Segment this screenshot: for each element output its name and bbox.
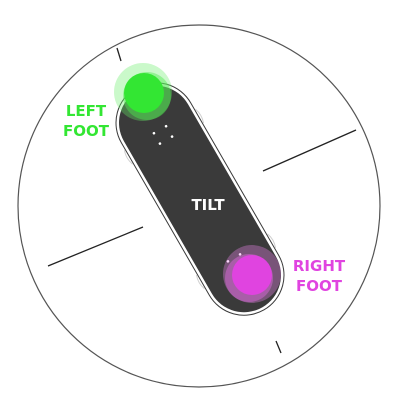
left-foot-target-icon[interactable] [114, 63, 172, 121]
guide-tick-top [116, 47, 122, 62]
right-foot-dot [232, 255, 272, 295]
right-foot-target-icon[interactable] [223, 245, 281, 303]
left-foot-label-line1: LEFT [66, 102, 107, 120]
guide-line-left [47, 226, 144, 267]
play-area-ring [17, 24, 381, 388]
right-foot-label-line2: FOOT [296, 277, 343, 295]
left-foot-dot [124, 73, 164, 113]
left-foot-label: LEFT FOOT [63, 102, 110, 140]
right-foot-label: RIGHT FOOT [293, 257, 346, 295]
deck-bolts-top [152, 124, 174, 145]
deck-wheels [123, 108, 277, 290]
guide-tick-bottom [275, 340, 282, 354]
left-foot-label-line2: FOOT [63, 122, 110, 140]
board-label: TILT [191, 196, 225, 214]
guide-line-right [262, 129, 357, 172]
right-foot-label-line1: RIGHT [293, 257, 346, 275]
orientation-guides [47, 47, 357, 354]
